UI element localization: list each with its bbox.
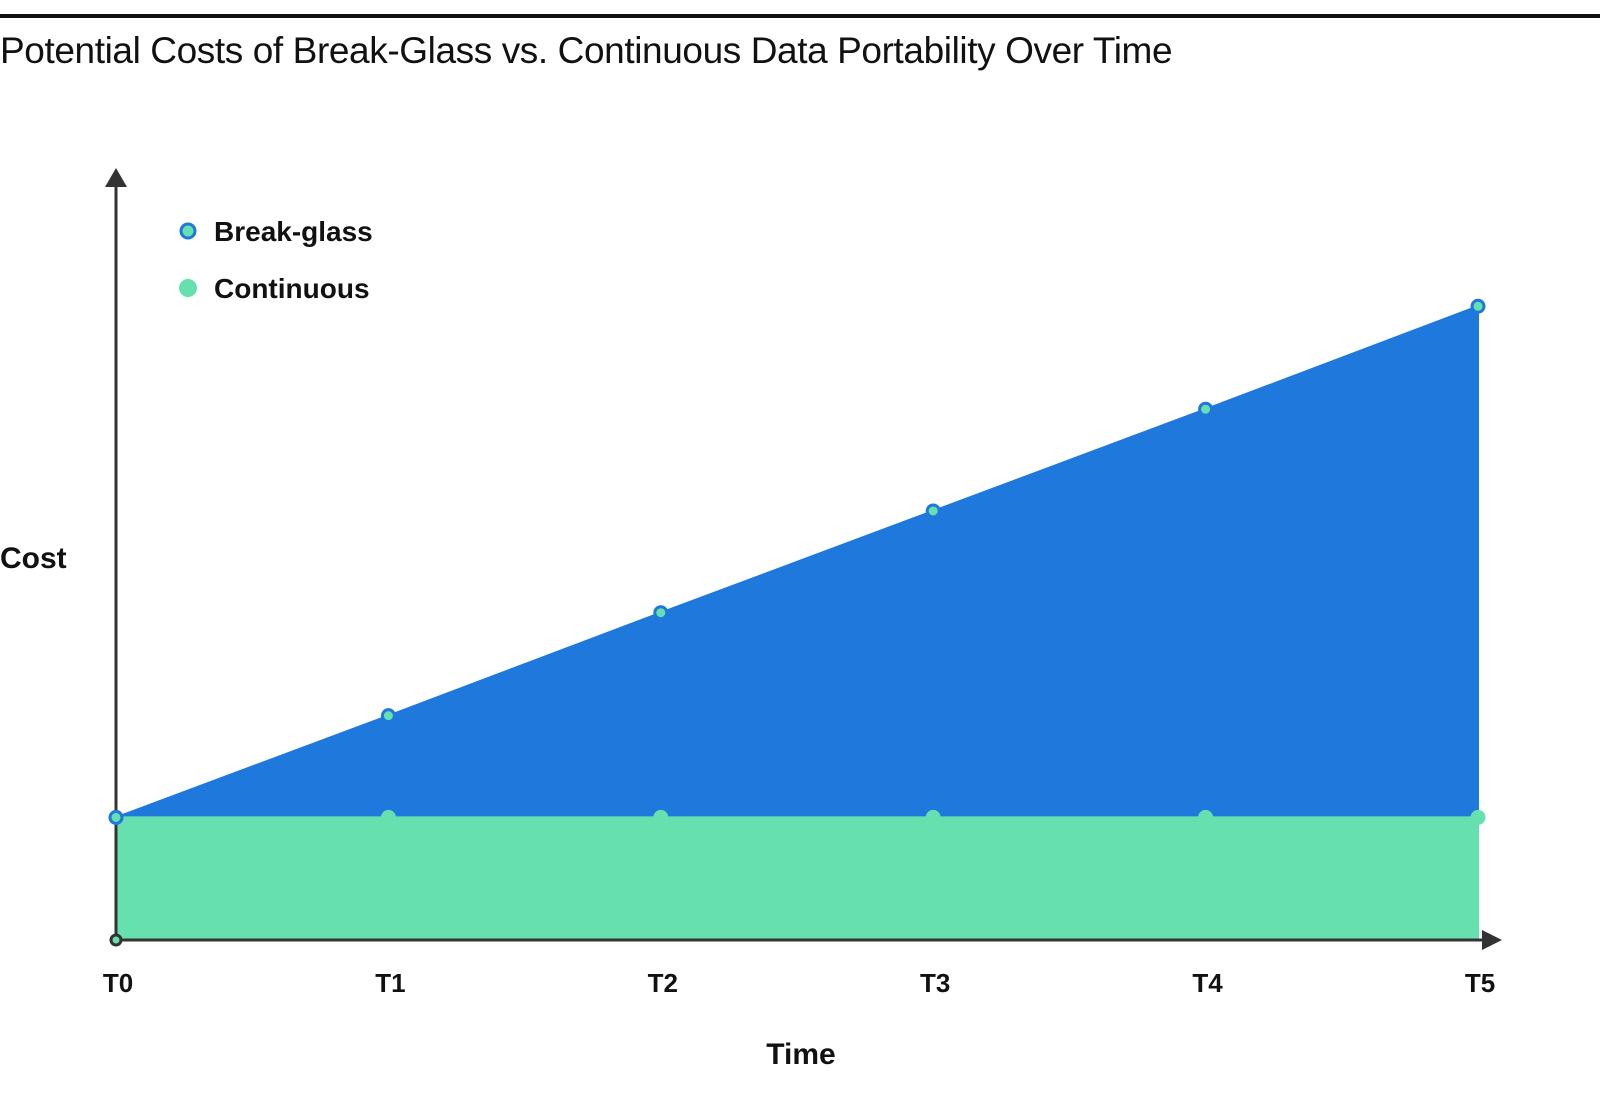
x-tick-labels: T0 T1 T2 T3 T4 T5 bbox=[103, 968, 1495, 998]
chart-title: Potential Costs of Break-Glass vs. Conti… bbox=[0, 30, 1173, 71]
legend-continuous-label: Continuous bbox=[214, 273, 370, 304]
continuous-point bbox=[380, 809, 396, 825]
continuous-point bbox=[1198, 809, 1214, 825]
x-tick-label: T5 bbox=[1465, 968, 1495, 998]
break-glass-point bbox=[108, 809, 124, 825]
x-tick-label: T2 bbox=[648, 968, 678, 998]
area-layer bbox=[115, 304, 1479, 941]
break-glass-point bbox=[653, 605, 669, 621]
break-glass-point bbox=[925, 503, 941, 519]
continuous-point bbox=[925, 809, 941, 825]
legend-break-glass-label: Break-glass bbox=[214, 216, 373, 247]
legend-continuous-marker bbox=[179, 279, 197, 297]
y-axis-title: Cost bbox=[0, 542, 67, 575]
x-tick-label: T0 bbox=[103, 968, 133, 998]
break-glass-point bbox=[1198, 401, 1214, 417]
top-rule bbox=[0, 14, 1600, 18]
marker-layer bbox=[108, 298, 1486, 947]
break-glass-point bbox=[1470, 298, 1486, 314]
x-tick-label: T1 bbox=[375, 968, 405, 998]
x-axis-title: Time bbox=[766, 1038, 835, 1071]
y-axis-arrow bbox=[105, 168, 127, 187]
x-axis-arrow bbox=[1482, 930, 1502, 950]
continuous-point bbox=[653, 809, 669, 825]
continuous-point bbox=[1470, 809, 1486, 825]
x-tick-label: T3 bbox=[920, 968, 950, 998]
continuous-area bbox=[115, 816, 1479, 941]
x-tick-label: T4 bbox=[1192, 968, 1223, 998]
break-glass-point bbox=[380, 708, 396, 724]
break-glass-area bbox=[115, 304, 1479, 819]
origin-point bbox=[109, 933, 123, 947]
legend: Break-glass Continuous bbox=[179, 216, 373, 304]
legend-break-glass-marker bbox=[179, 222, 197, 240]
